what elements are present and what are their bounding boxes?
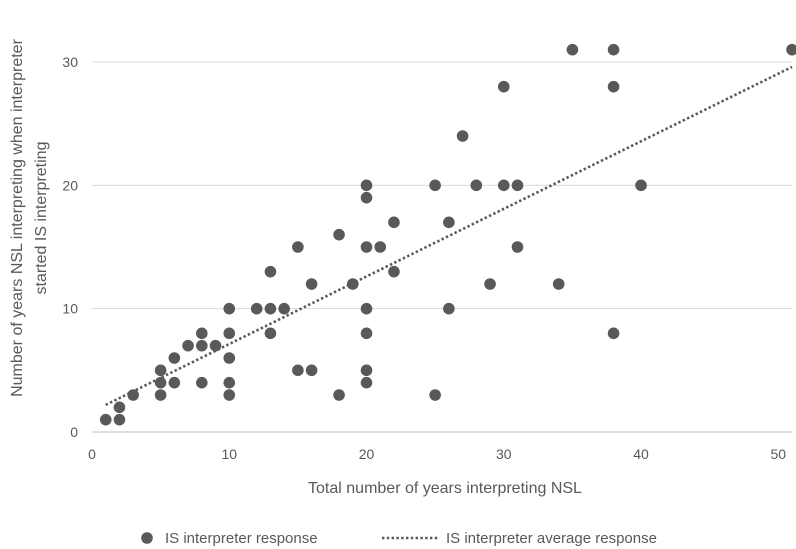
data-point (484, 278, 496, 290)
y-axis-title-line-2: started IS interpreting (33, 142, 50, 295)
data-points (99, 43, 796, 426)
data-point (607, 80, 620, 93)
legend: IS interpreter response IS interpreter a… (141, 530, 657, 547)
data-point (429, 389, 441, 401)
data-point (264, 302, 277, 315)
y-tick-label: 20 (62, 177, 78, 193)
data-point (511, 179, 524, 192)
data-point (360, 179, 373, 192)
data-point (443, 216, 455, 229)
y-axis-title: Number of years NSL interpreting when in… (9, 38, 50, 396)
data-point (456, 130, 469, 142)
data-point (182, 339, 194, 352)
x-tick-labels: 0 10 20 30 40 50 (88, 446, 786, 462)
x-tick-label: 50 (770, 446, 786, 462)
data-point (223, 352, 236, 364)
trendline (105, 65, 793, 407)
y-tick-label: 30 (62, 54, 78, 70)
x-tick-label: 20 (359, 446, 375, 462)
x-tick-label: 40 (633, 446, 649, 462)
data-point (154, 364, 167, 377)
data-point (552, 278, 565, 290)
data-point (374, 241, 387, 253)
data-point (360, 191, 373, 204)
x-tick-label: 0 (88, 446, 96, 462)
data-point (292, 241, 304, 253)
x-tick-label: 10 (221, 446, 237, 462)
data-point (360, 302, 373, 315)
data-point (264, 265, 277, 278)
y-tick-label: 0 (70, 424, 78, 440)
data-point (566, 43, 579, 56)
data-point (250, 302, 263, 315)
data-point (113, 401, 126, 414)
data-point (154, 389, 167, 401)
data-point (196, 327, 208, 340)
data-point (333, 228, 345, 241)
data-point (168, 376, 181, 389)
y-tick-labels: 0 10 20 30 (62, 54, 78, 440)
y-axis-title-line-1: Number of years NSL interpreting when in… (9, 38, 26, 396)
data-point (209, 339, 222, 352)
data-point (264, 327, 277, 340)
data-point (333, 389, 345, 401)
data-point (607, 327, 620, 340)
data-point (154, 376, 167, 389)
data-point (196, 376, 208, 389)
legend-label-trendline: IS interpreter average response (446, 530, 657, 547)
x-tick-label: 30 (496, 446, 512, 462)
data-point (388, 216, 400, 229)
data-point (360, 327, 373, 340)
data-point (113, 413, 126, 426)
data-point (497, 179, 510, 192)
data-point (429, 179, 441, 192)
data-point (223, 376, 236, 389)
data-point (196, 339, 208, 352)
data-point (786, 43, 796, 56)
legend-label-points: IS interpreter response (165, 530, 318, 547)
data-point (127, 389, 139, 401)
data-point (443, 302, 455, 315)
data-point (278, 302, 290, 315)
x-axis-title: Total number of years interpreting NSL (308, 480, 582, 497)
data-point (346, 278, 359, 290)
data-point (99, 413, 112, 426)
y-tick-label: 10 (62, 301, 78, 317)
data-point (360, 364, 373, 377)
gridlines (92, 61, 792, 310)
data-point (305, 364, 318, 377)
data-point (223, 389, 236, 401)
data-point (388, 265, 400, 278)
data-point (511, 241, 524, 253)
data-point (223, 327, 236, 340)
data-point (607, 43, 620, 56)
data-point (223, 302, 236, 315)
legend-marker-points (141, 532, 153, 544)
data-point (360, 241, 373, 253)
data-point (292, 364, 304, 377)
data-point (497, 80, 510, 93)
data-point (305, 278, 318, 290)
data-point (470, 179, 483, 192)
data-point (168, 352, 181, 364)
data-point (360, 376, 373, 389)
data-point (635, 179, 647, 192)
